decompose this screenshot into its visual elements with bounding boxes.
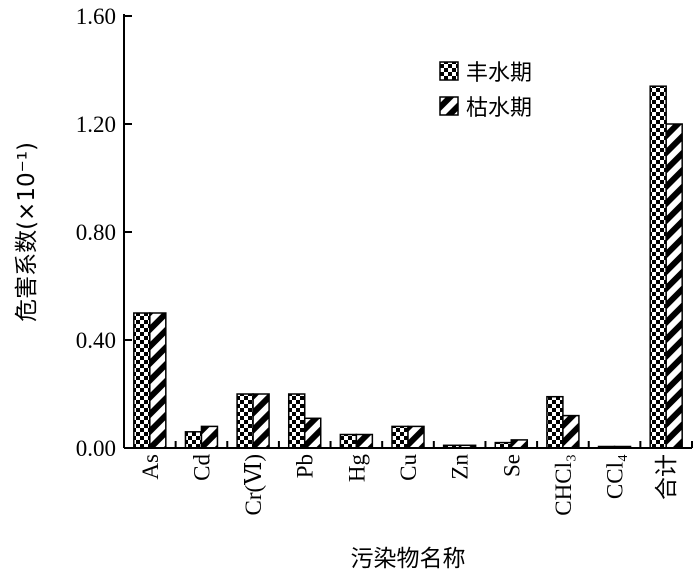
legend: 丰水期 枯水期 xyxy=(439,61,532,121)
x-tick-label: Se xyxy=(499,454,524,477)
bar-wet-5 xyxy=(391,425,409,449)
x-tick-label: Zn xyxy=(448,454,473,480)
bar-dry-7 xyxy=(510,439,529,449)
bar-dry-2 xyxy=(252,393,270,449)
x-axis-title: 污染物名称 xyxy=(351,546,466,572)
x-tick-label: Cr(Ⅵ) xyxy=(241,454,266,515)
y-tick-label: 1.20 xyxy=(76,112,116,137)
y-tick-label: 0.40 xyxy=(76,328,116,353)
bar-dry-4 xyxy=(355,433,374,449)
y-tick-label: 0.80 xyxy=(76,220,116,245)
bar-dry-0 xyxy=(149,312,167,449)
x-tick-label: Cu xyxy=(396,454,421,481)
legend-swatch-dry-season xyxy=(439,96,459,116)
legend-swatch-wet-season xyxy=(439,61,459,81)
bar-wet-0 xyxy=(133,312,151,449)
bar-dry-1 xyxy=(200,425,219,449)
x-ticks: As Cd Cr(Ⅵ) Pb Hg Cu Zn Se CHCl₃ CCl₄ 合计 xyxy=(138,441,693,516)
bar-dry-8 xyxy=(562,414,580,449)
x-tick-label: 合计 xyxy=(654,454,679,500)
bar-wet-3 xyxy=(287,393,306,449)
bar-wet-10 xyxy=(649,85,667,449)
x-tick-label: Pb xyxy=(293,454,318,478)
plot-area xyxy=(133,85,683,449)
x-tick-label: Hg xyxy=(344,454,369,483)
y-tick-label: 0.00 xyxy=(76,436,116,461)
bar-wet-2 xyxy=(236,393,254,449)
bar-dry-10 xyxy=(665,123,683,449)
bar-wet-8 xyxy=(546,395,564,449)
bar-dry-5 xyxy=(407,425,425,449)
x-tick-label: CCl₄ xyxy=(603,454,628,499)
x-tick-label: CHCl₃ xyxy=(551,454,576,516)
bar-dry-3 xyxy=(303,417,322,449)
x-tick-label: As xyxy=(138,454,163,480)
y-ticks: 0.00 0.40 0.80 1.20 1.60 xyxy=(76,4,132,461)
legend-label-dry-season: 枯水期 xyxy=(466,96,532,121)
y-axis-title: 危害系数(×10⁻¹) xyxy=(14,142,40,322)
bar-wet-4 xyxy=(339,433,358,449)
bar-wet-1 xyxy=(184,431,203,449)
x-tick-label: Cd xyxy=(189,454,214,481)
legend-label-wet-season: 丰水期 xyxy=(466,61,532,86)
y-tick-label: 1.60 xyxy=(76,4,116,29)
